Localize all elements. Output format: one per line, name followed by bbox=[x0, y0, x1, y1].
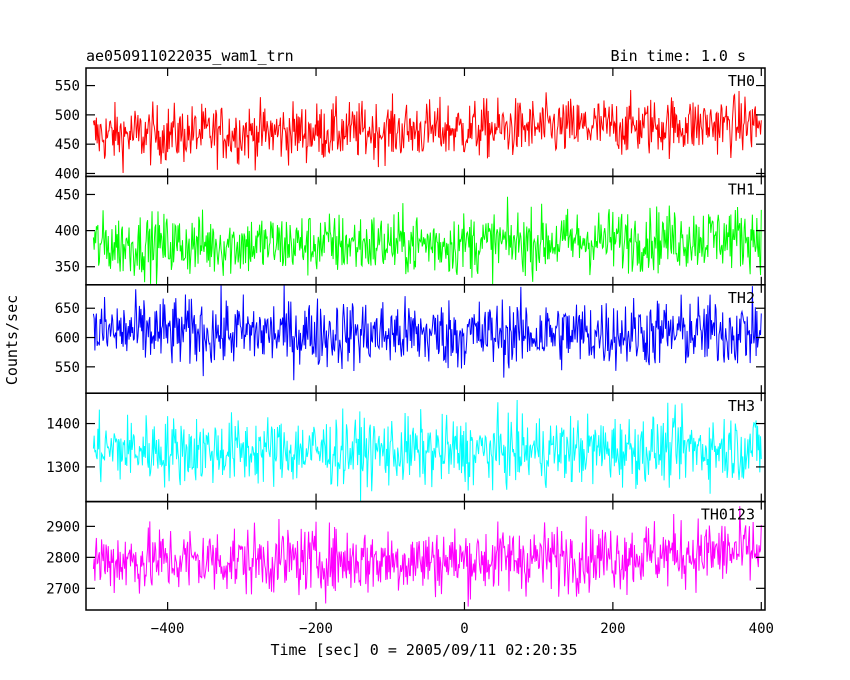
series-label-th0123: TH0123 bbox=[701, 506, 755, 524]
y-tick-label: 650 bbox=[55, 301, 80, 317]
x-tick-label: 200 bbox=[600, 621, 625, 637]
y-tick-label: 400 bbox=[55, 224, 80, 240]
bin-time-label: Bin time: 1.0 s bbox=[611, 47, 746, 65]
panel-th0: 400 450 500 550 TH0 bbox=[55, 67, 766, 182]
y-tick-label: 1300 bbox=[46, 460, 80, 476]
panel-th0123: 2700 2800 2900 TH0123 bbox=[46, 500, 766, 611]
y-tick-label: 2900 bbox=[46, 519, 80, 535]
series-label-th2: TH2 bbox=[728, 289, 755, 307]
panel-th3: 1300 1400 TH3 bbox=[46, 392, 766, 503]
y-tick-label: 500 bbox=[55, 108, 80, 124]
y-axis-label: Counts/sec bbox=[3, 295, 21, 385]
series-label-th3: TH3 bbox=[728, 397, 755, 415]
panel-frame bbox=[85, 500, 766, 611]
y-tick-label: 600 bbox=[55, 331, 80, 347]
y-tick-label: 2700 bbox=[46, 581, 80, 597]
x-axis-label: Time [sec] 0 = 2005/09/11 02:20:35 bbox=[270, 641, 577, 659]
x-axis: −400 −200 0 200 400 bbox=[151, 621, 774, 637]
series-line-th3 bbox=[92, 400, 762, 502]
y-tick-label: 2800 bbox=[46, 550, 80, 566]
y-tick-label: 450 bbox=[55, 137, 80, 153]
series-line-th0123 bbox=[92, 506, 762, 607]
panel-th2: 550 600 650 TH2 bbox=[55, 284, 766, 394]
series-label-th0: TH0 bbox=[728, 72, 755, 90]
y-tick-label: 350 bbox=[55, 260, 80, 276]
x-tick-label: 0 bbox=[460, 621, 468, 637]
series-line-th1 bbox=[92, 196, 762, 285]
panel-th1: 350 400 450 TH1 bbox=[55, 175, 766, 286]
panels-group: 400 450 500 550 TH0 350 400 450 TH1 550 600 650 TH2 1… bbox=[46, 67, 766, 611]
x-tick-label: 400 bbox=[749, 621, 774, 637]
y-tick-label: 450 bbox=[55, 187, 80, 203]
chart-title: ae050911022035_wam1_trn bbox=[86, 47, 294, 65]
series-line-th2 bbox=[92, 284, 762, 381]
series-label-th1: TH1 bbox=[728, 180, 755, 198]
y-tick-label: 550 bbox=[55, 79, 80, 95]
y-tick-label: 550 bbox=[55, 360, 80, 376]
y-tick-label: 1400 bbox=[46, 417, 80, 433]
series-line-th0 bbox=[92, 90, 762, 173]
x-tick-label: −400 bbox=[151, 621, 185, 637]
panel-frame bbox=[85, 392, 766, 503]
y-tick-label: 400 bbox=[55, 166, 80, 182]
x-tick-label: −200 bbox=[299, 621, 333, 637]
